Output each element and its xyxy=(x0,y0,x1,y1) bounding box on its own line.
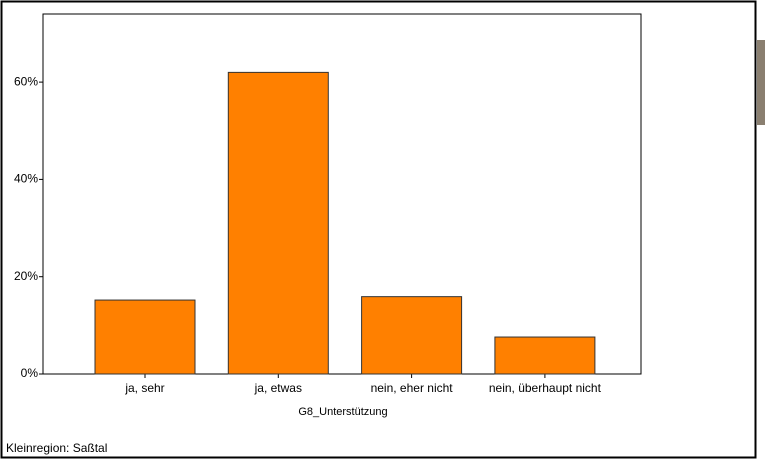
y-tick-label: 60% xyxy=(14,74,38,88)
y-tick-label: 20% xyxy=(14,269,38,283)
bar xyxy=(94,299,196,375)
x-tick-label: nein, überhaupt nicht xyxy=(489,381,602,395)
x-tick-label: ja, sehr xyxy=(124,381,164,395)
y-tick-label: 0% xyxy=(21,366,39,380)
x-axis-label: G8_Unterstützung xyxy=(298,406,387,418)
bar xyxy=(494,336,596,375)
bar xyxy=(361,296,463,375)
x-tick-label: nein, eher nicht xyxy=(371,381,454,395)
y-tick-label: 40% xyxy=(14,172,38,186)
footer: Kleinregion: Saßtal xyxy=(6,441,107,455)
photo-fragment xyxy=(757,40,765,125)
bar xyxy=(227,71,329,375)
x-tick-label: ja, etwas xyxy=(254,381,302,395)
